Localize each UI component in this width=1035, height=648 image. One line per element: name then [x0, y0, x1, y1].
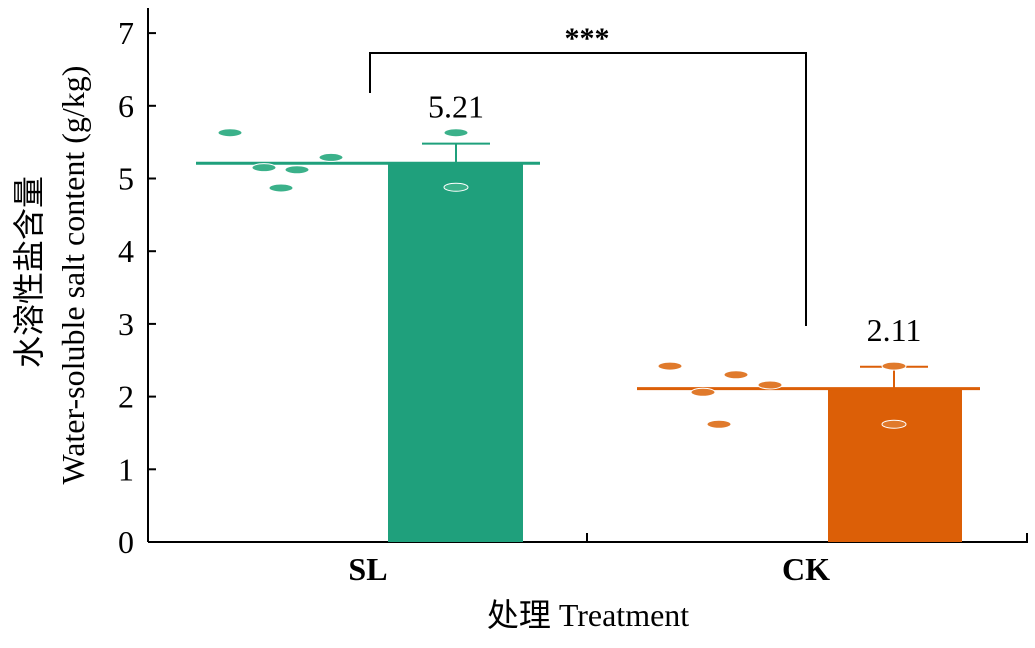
category-label-ck: CK	[782, 551, 830, 587]
y-tick-label: 4	[118, 233, 134, 269]
data-point-ck	[690, 387, 716, 397]
y-axis-title-line1: 水溶性盐含量	[11, 176, 47, 368]
y-tick-label: 1	[118, 451, 134, 487]
data-point-ck	[657, 361, 683, 371]
y-tick-label: 2	[118, 379, 134, 415]
y-tick-label: 5	[118, 161, 134, 197]
data-point-ck	[881, 419, 907, 429]
data-point-sl	[318, 152, 344, 162]
data-point-sl	[251, 163, 277, 173]
data-point-ck	[881, 361, 907, 371]
value-label-sl: 5.21	[428, 89, 484, 125]
chart-marks: 5.21 SL 2.11 CK	[196, 52, 980, 587]
category-label-sl: SL	[348, 551, 387, 587]
data-point-ck	[723, 370, 749, 380]
bar-sl	[388, 163, 523, 542]
bar-ck	[828, 388, 962, 542]
x-axis-title: 处理 Treatment	[487, 597, 689, 633]
y-tick-label: 3	[118, 306, 134, 342]
y-tick-label: 0	[118, 524, 134, 560]
significance-bracket	[369, 52, 807, 326]
data-point-ck	[757, 380, 783, 390]
y-tick-label: 6	[118, 88, 134, 124]
y-axis-title-line2: Water-soluble salt content (g/kg)	[55, 66, 91, 485]
axes: 0 1 2 3 4 5 6 7	[118, 8, 1028, 560]
value-label-ck: 2.11	[867, 312, 922, 348]
data-point-sl	[268, 183, 294, 193]
data-point-sl	[284, 165, 310, 175]
y-tick-label: 7	[118, 15, 134, 51]
data-point-sl	[217, 128, 243, 138]
data-point-sl	[443, 128, 469, 138]
significance-label: ***	[565, 22, 610, 55]
data-point-ck	[706, 419, 732, 429]
data-point-sl	[443, 182, 469, 192]
